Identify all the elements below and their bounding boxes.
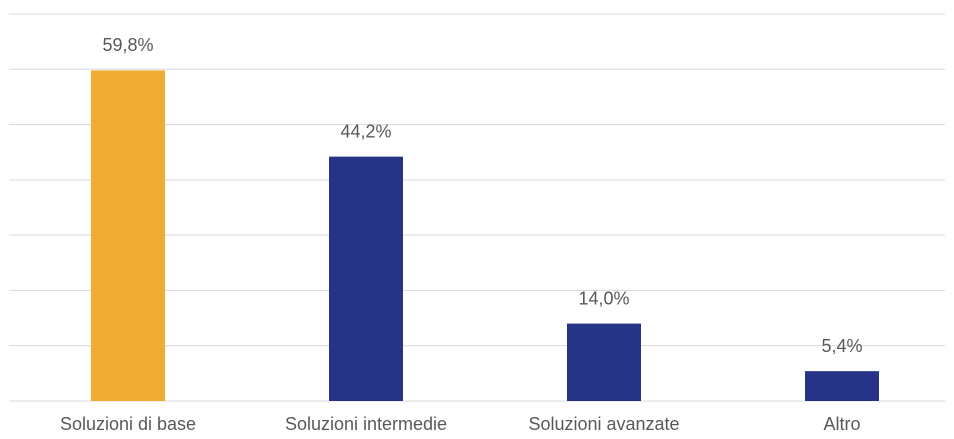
bar: [91, 70, 165, 402]
value-label: 14,0%: [578, 288, 629, 308]
value-label: 5,4%: [821, 336, 862, 356]
value-label: 59,8%: [102, 35, 153, 55]
x-tick-label: Soluzioni intermedie: [285, 414, 447, 434]
value-label: 44,2%: [340, 121, 391, 141]
bar: [329, 156, 403, 401]
bar: [805, 371, 879, 401]
x-tick-label: Altro: [823, 414, 860, 434]
bar: [567, 323, 641, 401]
x-tick-label: Soluzioni avanzate: [528, 414, 679, 434]
x-tick-label: Soluzioni di base: [60, 414, 196, 434]
